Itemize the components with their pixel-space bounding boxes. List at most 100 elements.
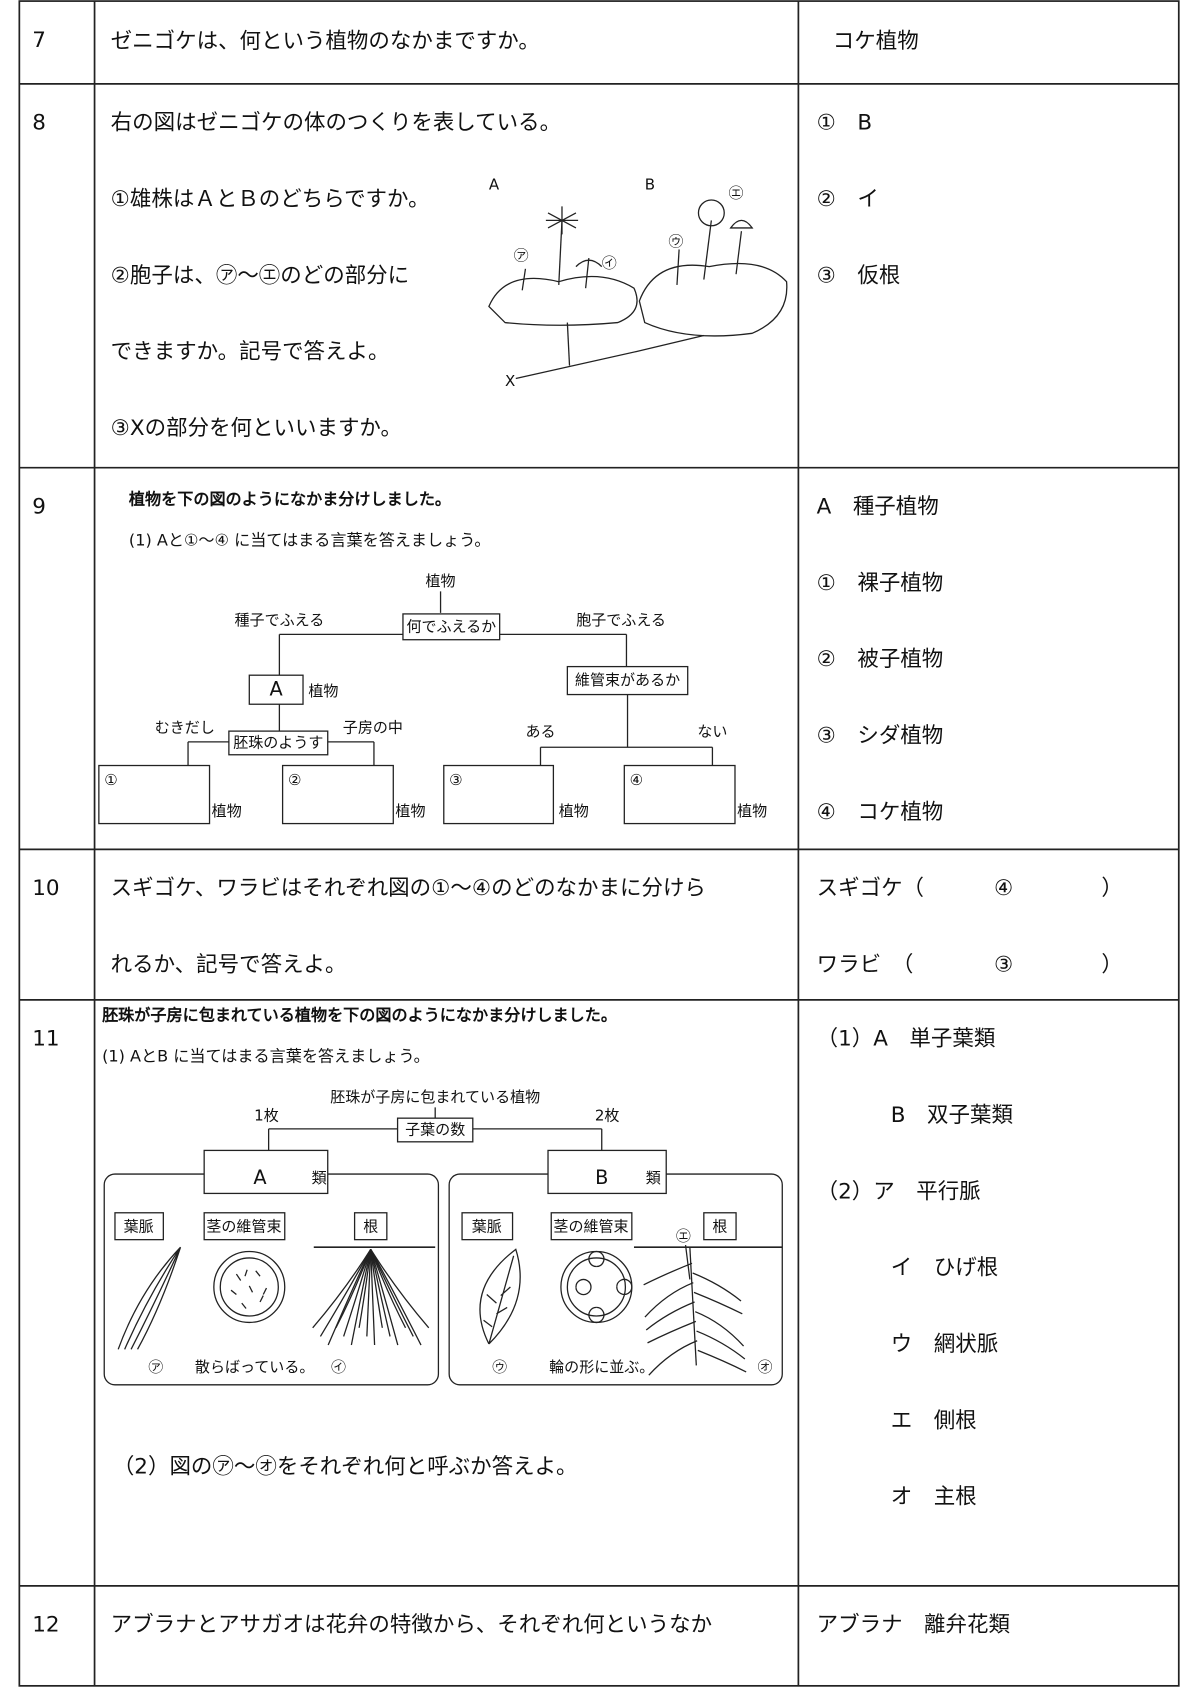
diagram-text: A: [270, 678, 284, 701]
answer-text: ① B: [817, 111, 872, 136]
diagram-text: 輪の形に並ぶ。: [549, 1358, 654, 1376]
question-text: (1) AとB に当てはまる言葉を答えましょう。: [102, 1046, 430, 1065]
root-line: [370, 1249, 422, 1346]
figure-label: X: [505, 372, 515, 390]
diagram-text: 類: [646, 1169, 661, 1187]
table-cells: 7 ゼニゴケは、何という植物のなかまですか。 コケ植物 8 右の図はゼニゴケの体のつくり…: [32, 28, 1123, 1638]
question-text: できますか。記号で答えよ。: [111, 340, 390, 365]
box-label: ④: [630, 771, 643, 789]
row-number: 11: [32, 1027, 59, 1052]
classification-figure: 植物 種子でふえる 何でふえるか 胞子でふえる A 植物 維管束があるか 胚珠の…: [98, 572, 767, 825]
root-line: [343, 1249, 372, 1337]
answer-text: ④: [994, 876, 1013, 901]
diagram-text: 茎の維管束: [553, 1217, 628, 1235]
answer-text: ③ 仮根: [817, 263, 901, 288]
box-label: ①: [104, 771, 117, 789]
answer-text: A 種子植物: [817, 494, 939, 519]
diagram-text: ㋒: [492, 1358, 507, 1376]
root-line: [370, 1248, 430, 1329]
diagram-text: 類: [312, 1169, 327, 1187]
answer-text: オ 主根: [891, 1485, 977, 1510]
root-line: [643, 1262, 693, 1286]
diagram-text: 散らばっている。: [195, 1358, 314, 1376]
box-suffix: 植物: [559, 802, 589, 820]
diagram-text: 胞子でふえる: [576, 611, 666, 629]
answer-text: ）: [1101, 952, 1122, 977]
diagram-text: ㋓: [676, 1227, 691, 1245]
answer-text: B 双子葉類: [891, 1103, 1014, 1128]
answer-text: （1）A 単子葉類: [817, 1027, 996, 1052]
angiosperm-figure: 胚珠が子房に包まれている植物 1枚 子葉の数 2枚 A 類 葉脈 茎の維管束 根…: [103, 1088, 783, 1386]
diagram-text: 何でふえるか: [406, 617, 496, 635]
diagram-text: 子葉の数: [405, 1120, 465, 1138]
diagram-text: A: [253, 1166, 267, 1189]
row-number: 10: [32, 876, 59, 901]
table-grid: [18, 0, 1180, 1687]
question-text: アブラナとアサガオは花弁の特徴から、それぞれ何というなか: [111, 1613, 712, 1638]
answer-text: ① 裸子植物: [817, 571, 944, 596]
figure-label: A: [489, 175, 500, 193]
diagram-text: 植物: [426, 572, 456, 590]
diagram-text: 胚珠が子房に包まれている植物: [330, 1088, 540, 1106]
root-line: [312, 1248, 372, 1329]
root-line: [696, 1330, 746, 1360]
answer-text: スギゴケ（: [817, 876, 924, 901]
row-number: 7: [32, 28, 46, 53]
answer-text: ③ シダ植物: [817, 723, 944, 748]
root-line: [693, 1291, 743, 1315]
question-text: (1) Aと①～④ に当てはまる言葉を答えましょう。: [129, 530, 491, 549]
box-label: ③: [449, 771, 462, 789]
question-text: ③Xの部分を何といいますか。: [111, 416, 402, 441]
box-suffix: 植物: [395, 802, 425, 820]
diagram-text: 1枚: [254, 1107, 279, 1125]
root-line: [645, 1301, 695, 1331]
diagram-text: 種子でふえる: [235, 611, 325, 629]
diagram-text: ㋑: [331, 1358, 346, 1376]
question-text: ①雄株はＡとＢのどちらですか。: [111, 187, 430, 212]
diagram-text: B: [595, 1166, 608, 1189]
root-line: [648, 1340, 698, 1376]
root-line: [644, 1282, 694, 1318]
root-line: [350, 1249, 372, 1346]
root-line: [692, 1272, 742, 1302]
diagram-text: ない: [697, 723, 727, 741]
row-number: 8: [32, 111, 46, 136]
figure-label: ㋒: [668, 232, 683, 250]
box-suffix: 植物: [212, 802, 242, 820]
diagram-text: 子房の中: [343, 718, 403, 736]
question-text: 胚珠が子房に包まれている植物を下の図のようになかま分けしました。: [102, 1006, 617, 1025]
root-line: [689, 1247, 697, 1366]
question-text: れるか、記号で答えよ。: [111, 952, 347, 977]
diagram-text: ㋐: [148, 1358, 163, 1376]
row-number: 9: [32, 494, 46, 519]
figure-label: ㋓: [729, 184, 744, 202]
answer-text: イ ひげ根: [891, 1256, 998, 1281]
box-label: ②: [288, 771, 301, 789]
answer-text: ④ コケ植物: [817, 800, 944, 825]
diagram-text: ある: [525, 723, 555, 741]
answer-text: （2）ア 平行脈: [817, 1179, 981, 1204]
answer-text: ）: [1101, 876, 1122, 901]
figure-label: B: [645, 175, 655, 193]
answer-text: コケ植物: [833, 29, 919, 54]
root-drawings: [312, 1247, 747, 1376]
diagram-text: 茎の維管束: [206, 1217, 281, 1235]
answer-text: ③: [994, 952, 1013, 977]
answer-text: エ 側根: [891, 1408, 977, 1433]
answer-text: ウ 網状脈: [891, 1332, 998, 1357]
answer-text: ② 被子植物: [817, 647, 944, 672]
question-text: 植物を下の図のようになかま分けしました。: [128, 489, 451, 508]
root-line: [694, 1311, 745, 1347]
diagram-text: 胚珠のようす: [233, 733, 323, 751]
diagram-text: 根: [712, 1217, 727, 1235]
row-number: 12: [32, 1613, 59, 1638]
figure-label: ㋐: [514, 246, 529, 264]
figure-label: ㋑: [602, 254, 617, 272]
root-line: [366, 1249, 372, 1337]
answer-text: ワラビ （: [817, 952, 914, 977]
question-text: ②胞子は、㋐～㋓のどの部分に: [111, 263, 409, 288]
diagram-text: むきだし: [155, 718, 215, 736]
answer-text: アブラナ 離弁花類: [817, 1613, 1011, 1638]
